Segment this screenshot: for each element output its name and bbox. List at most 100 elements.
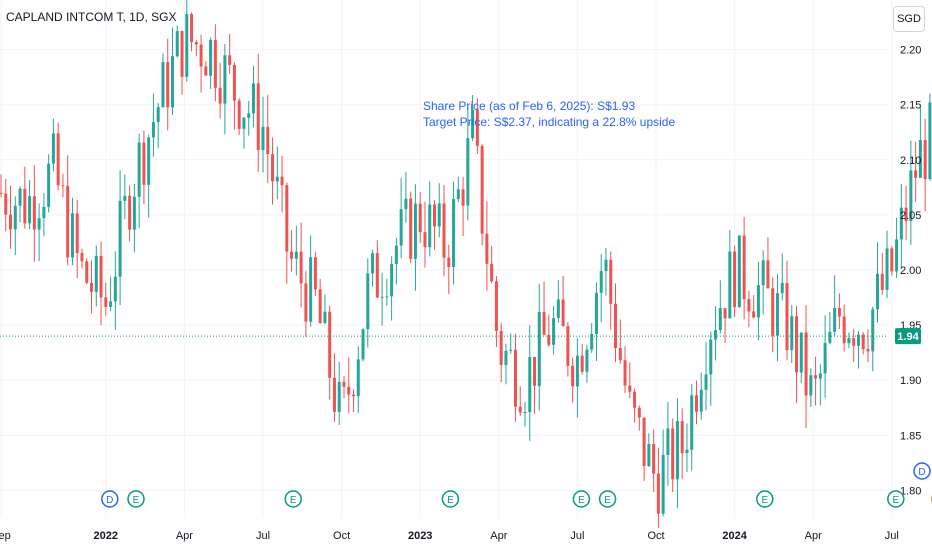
candle [499,331,503,365]
candle [185,14,189,77]
x-tick-label: Apr [176,530,193,542]
candle [132,196,136,230]
candle [432,204,436,227]
event-marker-earnings[interactable] [598,490,617,508]
event-marker-label: E [604,495,611,506]
candle [375,253,379,298]
candle [556,299,560,319]
candle [618,347,622,361]
candle [737,235,741,308]
candle [542,312,546,335]
candle [795,316,799,373]
candle [113,276,117,302]
candle [680,421,684,453]
candle [323,311,327,323]
event-marker-earnings[interactable] [572,490,591,508]
candle [94,255,98,292]
candle [304,283,308,322]
candle [156,107,160,123]
event-marker-label: E [578,495,585,506]
candle [604,259,608,272]
candle [447,257,451,267]
candle [137,142,141,197]
candle [823,342,827,374]
candle [118,200,122,277]
candle [280,176,284,186]
y-tick-label: 2.20 [900,45,921,57]
event-marker-earnings[interactable] [887,490,905,508]
candle [818,373,822,379]
candle [394,245,398,264]
candle [513,349,517,407]
candle [685,449,689,453]
candle [723,308,727,319]
candle [547,334,551,345]
candle [909,170,913,222]
candle [694,395,698,412]
candle [656,473,660,514]
candle [452,199,456,267]
candle [9,214,13,230]
candle [918,139,922,178]
candle [90,282,94,292]
candle [61,185,65,187]
candle [642,417,646,467]
candle [885,248,889,290]
candle [275,176,279,182]
candle [332,377,336,412]
candle [232,64,236,101]
candle [599,271,603,293]
candle [166,62,170,108]
symbol-title[interactable]: CAPLAND INTCOM T, 1D, SGX [6,10,177,24]
event-marker-earnings[interactable] [284,490,302,508]
candle [223,55,227,104]
candle [880,273,884,290]
candle [4,193,8,215]
candle [237,100,241,129]
candle [399,209,403,246]
annotation-text: Share Price (as of Feb 6, 2025): S$1.93 … [423,98,675,130]
candle [366,273,370,330]
candle [423,232,427,248]
candle [175,31,179,57]
candle [585,349,589,372]
x-tick-label: Sep [0,530,11,542]
candle [471,109,475,139]
candle [380,296,384,298]
candle [347,386,351,395]
event-marker-dividend[interactable] [101,490,119,508]
candle [485,233,489,264]
candle [271,153,275,182]
candle [833,307,837,332]
currency-button[interactable]: SGD [893,6,925,32]
candle [633,391,637,408]
candle [80,253,84,262]
candle [228,55,232,65]
candle [356,359,360,397]
candle [799,332,803,373]
candle [756,285,760,318]
candle [66,185,70,258]
candle [623,360,627,386]
candle [404,198,408,210]
event-marker-dividend[interactable] [913,462,931,480]
event-marker-label: D [106,495,113,506]
candle [847,337,851,344]
candle [318,289,322,323]
candle [537,312,541,386]
candle [571,365,575,387]
x-tick-label: Oct [647,530,664,542]
candle [785,282,789,351]
last-price-badge [895,328,921,345]
candle [56,133,60,186]
candle [928,102,932,179]
candle [128,195,132,230]
candle [609,259,613,304]
event-marker-earnings[interactable] [756,490,774,508]
event-marker-earnings[interactable] [441,490,460,508]
event-marker-earnings[interactable] [127,490,145,508]
candle [75,213,79,254]
candle [290,251,294,259]
